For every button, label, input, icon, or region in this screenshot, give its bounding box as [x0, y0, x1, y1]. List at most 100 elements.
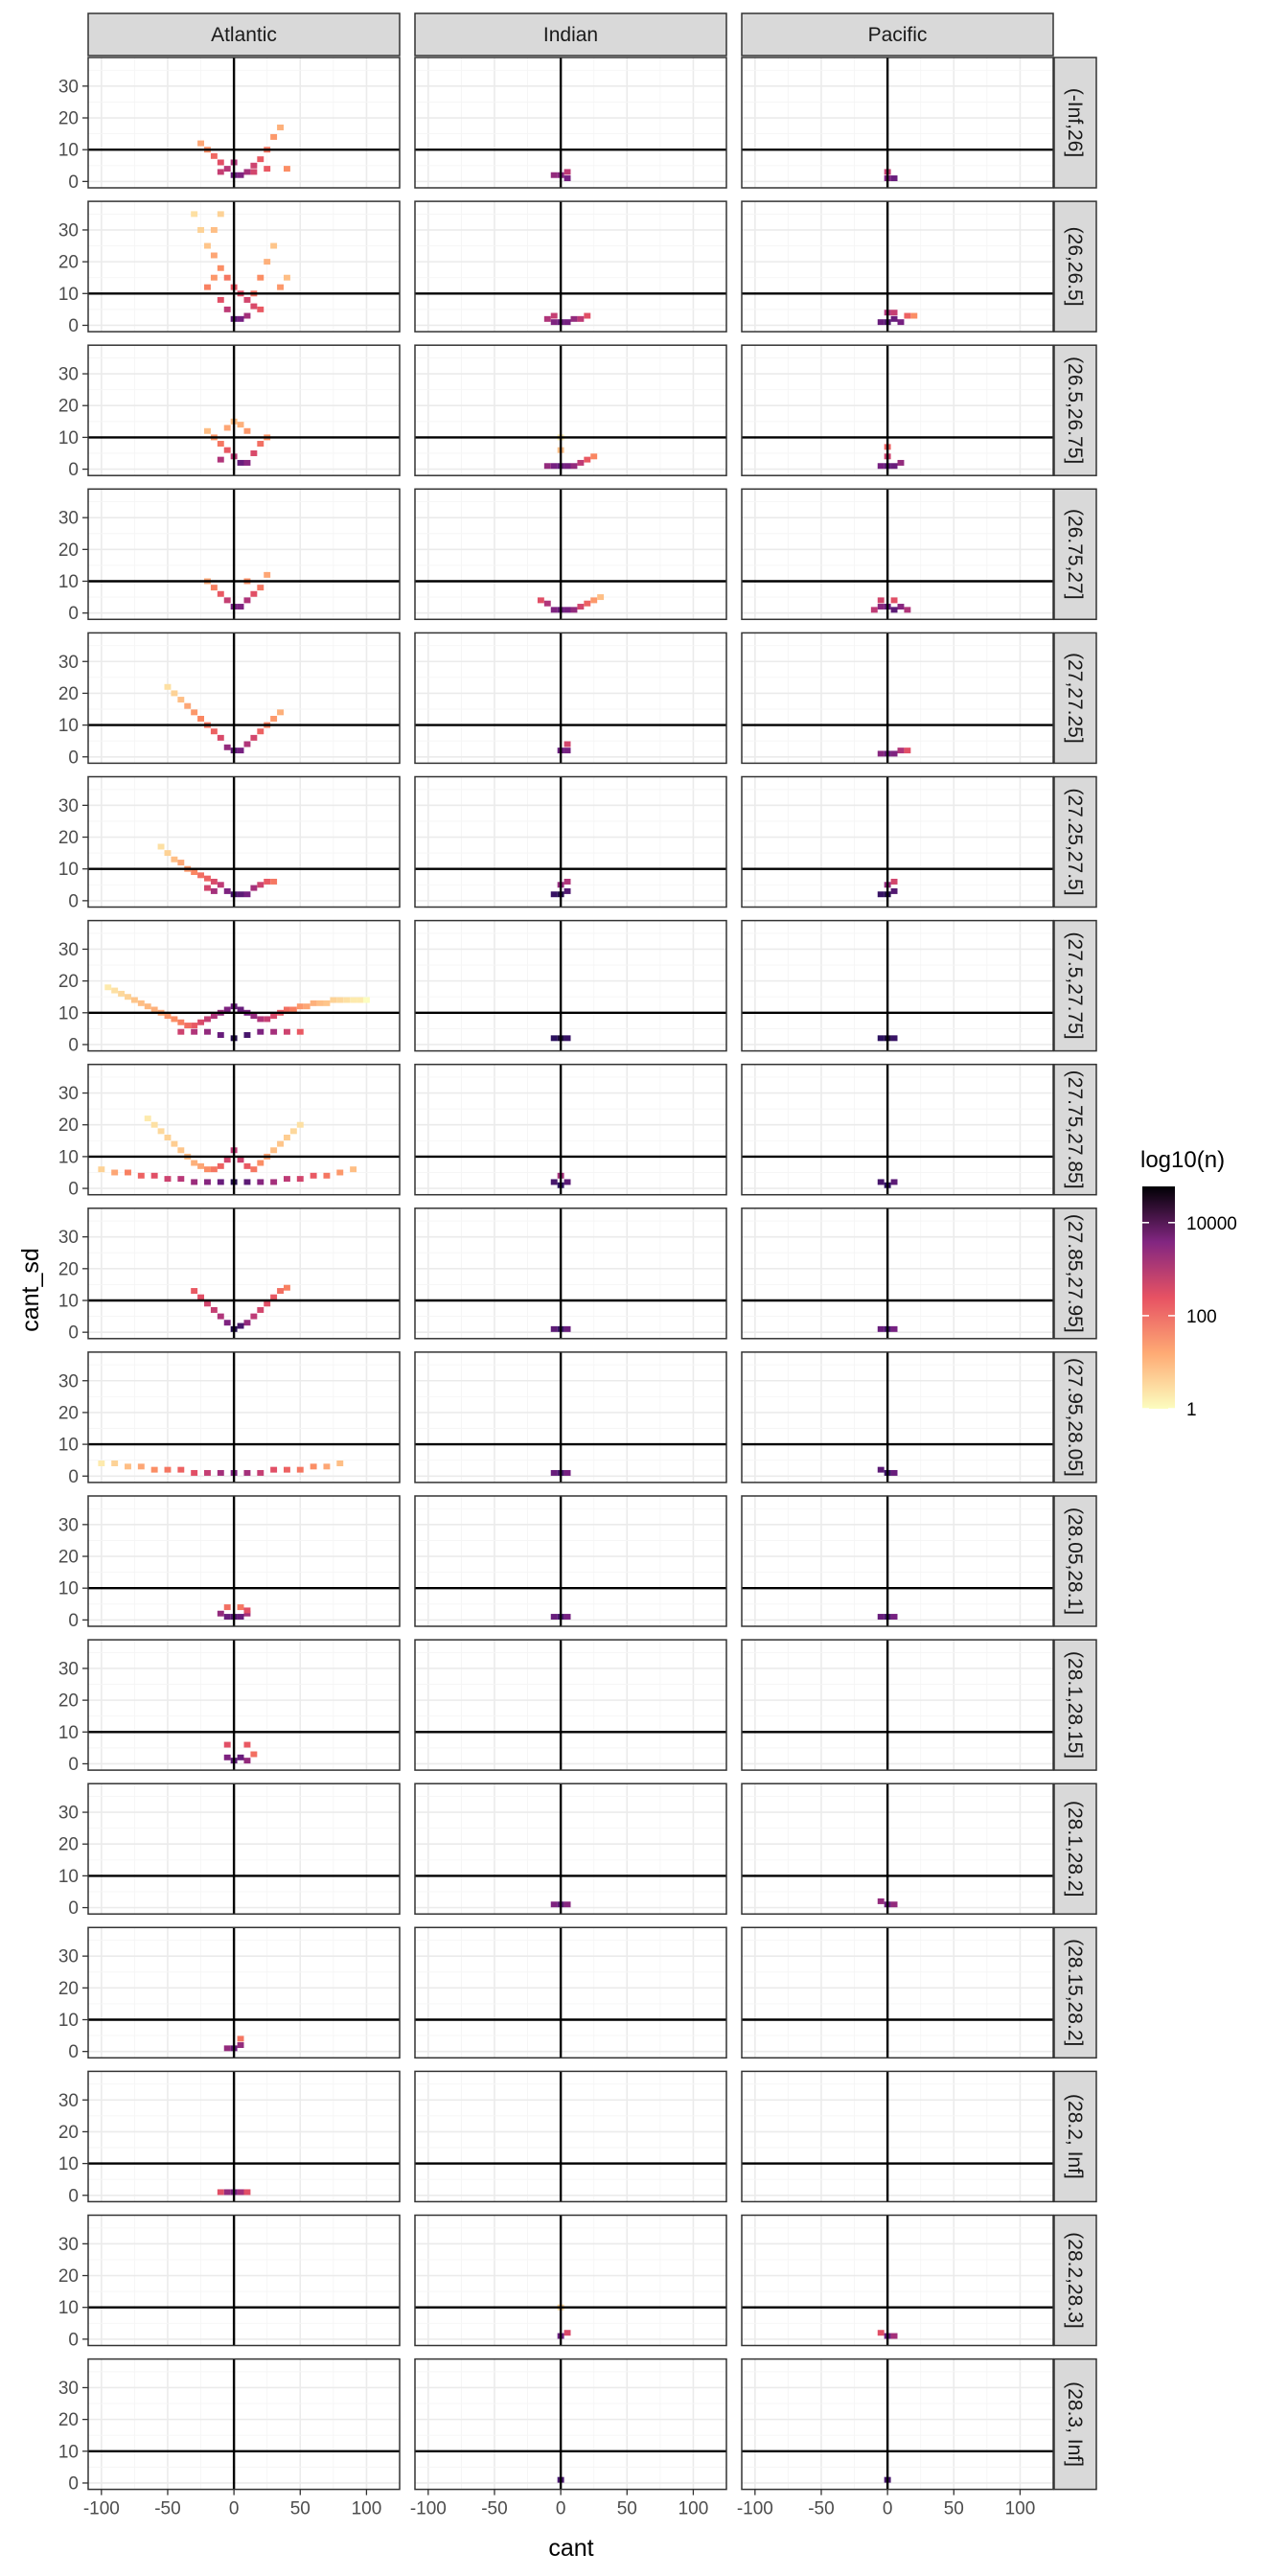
row-strip-bg — [1053, 1926, 1097, 2059]
panel-border — [741, 57, 1054, 189]
heat-cell — [890, 887, 898, 894]
panel-background — [88, 2071, 400, 2202]
row-strip-label: (28.1,28.15] — [1064, 1651, 1086, 1759]
panel-border — [741, 1639, 1054, 1771]
heat-cell — [303, 1003, 310, 1010]
heat-cell — [250, 449, 258, 456]
heat-cell — [564, 1901, 571, 1908]
heat-cell — [177, 697, 185, 703]
y-tick-label: 10 — [58, 1436, 79, 1456]
panel-indian-28-3-inf — [414, 2358, 727, 2491]
x-axis-title: cant — [548, 2535, 593, 2562]
heat-cell — [237, 748, 244, 754]
y-tick-label: 10 — [58, 1291, 79, 1311]
heat-cell — [125, 994, 131, 1000]
heat-cell — [257, 156, 264, 163]
panel-border — [87, 632, 401, 765]
panel-background — [742, 1783, 1053, 1915]
heat-cell — [570, 463, 578, 470]
heat-cell — [877, 1898, 885, 1904]
x-tick-label: 100 — [678, 2499, 709, 2519]
heat-cell — [890, 607, 898, 613]
heat-cell — [270, 242, 278, 249]
heat-cell — [197, 140, 205, 147]
heat-cell — [250, 1013, 258, 1020]
x-tick-label: 0 — [229, 2499, 240, 2519]
heat-cell — [362, 997, 370, 1003]
heat-cell — [877, 319, 885, 326]
heat-cell — [171, 1016, 178, 1023]
panel-atlantic-26-5-26-75 — [87, 344, 401, 476]
row-strip-26-75-27: (26.75,27] — [1053, 488, 1097, 621]
row-strip-bg — [1053, 775, 1097, 908]
row-strip-28-2-inf: (28.2, Inf] — [1053, 2070, 1097, 2203]
y-tick-label: 20 — [58, 109, 79, 129]
y-tick-label: 30 — [58, 1659, 79, 1679]
heat-cell — [210, 878, 218, 885]
heat-cell — [564, 463, 571, 470]
heat-cell — [243, 2189, 251, 2196]
column-strip-bg — [87, 12, 401, 57]
panel-background — [88, 2215, 400, 2346]
y-tick-label: 0 — [68, 1180, 79, 1200]
row-strip-28-15-28-2: (28.15,28.2] — [1053, 1926, 1097, 2059]
panel-atlantic-28-1-28-2 — [87, 1782, 401, 1915]
heat-cell — [564, 748, 571, 754]
panel-pacific-27-25-27-5 — [741, 775, 1054, 908]
heat-cell — [191, 1023, 198, 1029]
heat-cell — [250, 303, 258, 310]
y-tick-label: 20 — [58, 397, 79, 417]
heat-cell — [283, 1028, 290, 1035]
heat-cell — [243, 597, 251, 604]
row-strip-28-1-28-15: (28.1,28.15] — [1053, 1639, 1097, 1771]
heat-cell — [310, 1172, 317, 1179]
heat-cell — [197, 226, 205, 233]
panel-border — [414, 2070, 727, 2203]
y-tick-label: 10 — [58, 1147, 79, 1167]
x-tick-label: 100 — [1005, 2499, 1036, 2519]
y-tick-label: 0 — [68, 1323, 79, 1344]
heat-cell — [289, 1128, 297, 1135]
panel-pacific-28-3-inf — [741, 2358, 1054, 2491]
heat-cell — [164, 1176, 172, 1183]
row-strip-26-26-5: (26,26.5] — [1053, 200, 1097, 333]
axes: 0 10 20 30 0 10 20 30 0 10 20 30 0 10 20 30 0 10 20 30 0 10 20… — [58, 77, 1035, 2518]
heat-cell — [191, 211, 198, 218]
y-tick-label: 10 — [58, 860, 79, 880]
heat-cell — [217, 882, 224, 888]
panel-background — [415, 1783, 726, 1915]
heat-cell — [217, 441, 224, 448]
heat-cell — [191, 1028, 198, 1035]
heat-cell — [210, 1166, 218, 1173]
y-tick-label: 0 — [68, 1898, 79, 1919]
heat-cell — [597, 594, 605, 601]
heat-cell — [243, 1758, 251, 1764]
heat-cell — [564, 1035, 571, 1042]
panel-pacific-28-15-28-2 — [741, 1926, 1054, 2059]
y-tick-label: 30 — [58, 1515, 79, 1535]
heat-cell — [904, 607, 911, 613]
panel-border — [414, 1351, 727, 1484]
heat-cell — [350, 997, 357, 1003]
row-strip-label: (28.05,28.1] — [1064, 1507, 1086, 1615]
y-tick-label: 0 — [68, 172, 79, 193]
row-strip-bg — [1053, 344, 1097, 476]
panel-background — [742, 1927, 1053, 2058]
heat-cell — [223, 1614, 231, 1621]
panel-border — [87, 57, 401, 189]
y-tick-label: 30 — [58, 2235, 79, 2255]
heat-cell — [250, 1751, 258, 1758]
heat-cell — [283, 1176, 290, 1183]
heat-cell — [543, 600, 551, 607]
panel-pacific-28-05-28-1 — [741, 1495, 1054, 1627]
heat-cell — [217, 590, 224, 597]
column-strip-label: Pacific — [868, 24, 928, 46]
heat-cell — [550, 1469, 558, 1476]
panel-indian-27-85-27-95 — [414, 1208, 727, 1340]
row-strip-bg — [1053, 2358, 1097, 2491]
heat-cell — [897, 459, 905, 466]
heat-cell — [237, 422, 244, 428]
row-strip-bg — [1053, 1351, 1097, 1484]
heat-cell — [98, 1166, 105, 1173]
heat-cell — [223, 166, 231, 172]
